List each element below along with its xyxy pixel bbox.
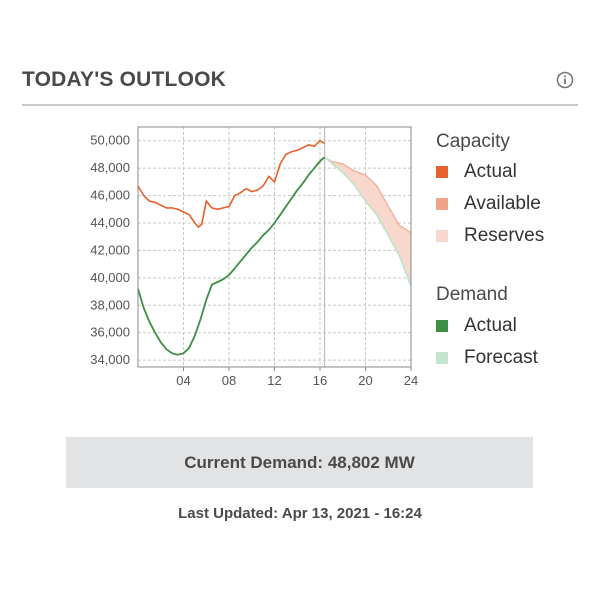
y-tick-label: 50,000 — [90, 133, 130, 148]
demand-forecast-line — [323, 156, 412, 287]
legend-swatch-capacity-actual — [436, 166, 448, 178]
chart-lines — [137, 139, 412, 356]
x-tick-label: 20 — [358, 373, 372, 388]
x-tick-label: 08 — [222, 373, 236, 388]
legend-label: Actual — [464, 315, 517, 336]
y-tick-label: 40,000 — [90, 270, 130, 285]
page-title: TODAY'S OUTLOOK — [22, 68, 227, 91]
header-divider — [22, 104, 578, 106]
capacity-actual-line — [137, 139, 325, 229]
current-demand-value: Current Demand: 48,802 MW — [184, 453, 415, 472]
legend-swatch-capacity-reserves — [436, 230, 448, 242]
info-circle-icon[interactable] — [556, 71, 574, 89]
y-tick-label: 44,000 — [90, 215, 130, 230]
legend-label: Reserves — [464, 225, 545, 246]
legend-label: Forecast — [464, 347, 538, 368]
legend-swatch-demand-actual — [436, 320, 448, 332]
y-tick-label: 42,000 — [90, 242, 130, 257]
current-demand-panel: Current Demand: 48,802 MW — [66, 437, 533, 488]
chart-axes: 34,000 36,000 38,000 40,000 42,000 44,000 46,0… — [90, 126, 418, 388]
last-updated-text: Last Updated: Apr 13, 2021 - 16:24 — [178, 505, 422, 522]
y-tick-label: 34,000 — [90, 352, 130, 367]
demand-actual-line — [137, 156, 326, 356]
chart-areas — [324, 156, 412, 285]
x-tick-label: 12 — [267, 373, 281, 388]
capacity-available-line — [324, 156, 412, 234]
legend-swatch-capacity-available — [436, 198, 448, 210]
legend-swatch-demand-forecast — [436, 352, 448, 364]
outlook-chart: 34,000 36,000 38,000 40,000 42,000 44,000 46,0… — [90, 126, 418, 388]
plot-frame — [137, 126, 412, 368]
x-tick-label: 04 — [176, 373, 190, 388]
x-tick-label: 16 — [313, 373, 327, 388]
y-tick-label: 36,000 — [90, 325, 130, 340]
legend-label: Available — [464, 193, 541, 214]
capacity-forecast-band — [324, 157, 411, 285]
y-tick-label: 48,000 — [90, 160, 130, 175]
legend-label: Actual — [464, 161, 517, 182]
y-tick-label: 38,000 — [90, 297, 130, 312]
legend-demand-title: Demand — [436, 284, 508, 305]
chart-grid — [138, 127, 412, 367]
y-tick-label: 46,000 — [90, 188, 130, 203]
x-tick-label: 24 — [404, 373, 418, 388]
legend-capacity-title: Capacity — [436, 131, 510, 152]
